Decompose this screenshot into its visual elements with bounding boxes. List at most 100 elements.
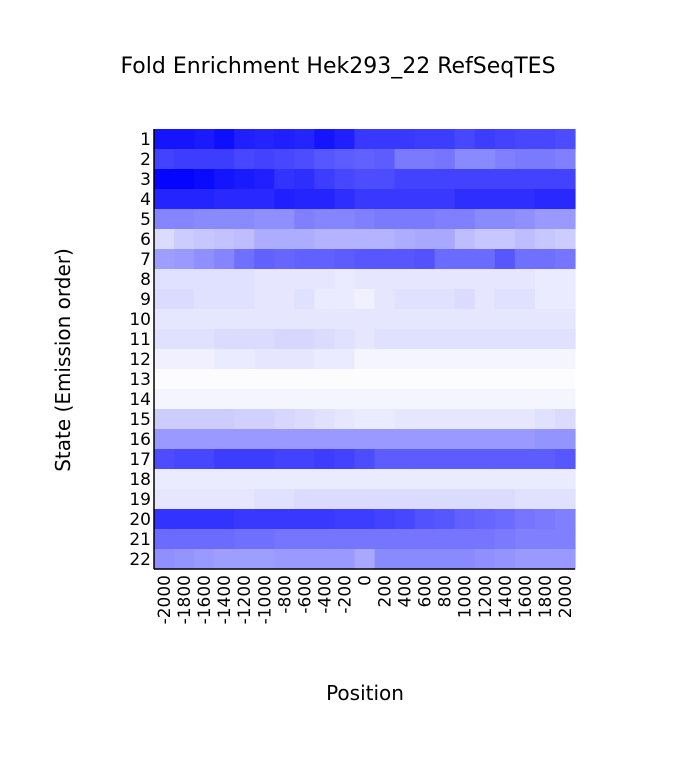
- heatmap-cell: [354, 549, 376, 570]
- heatmap-cell: [414, 429, 436, 450]
- heatmap-cell: [174, 309, 195, 330]
- heatmap-cell: [234, 469, 255, 490]
- heatmap-cell: [354, 269, 376, 290]
- heatmap-cell: [154, 449, 175, 470]
- heatmap-cell: [314, 129, 336, 150]
- heatmap-cell: [514, 209, 536, 230]
- heatmap-cell: [334, 229, 356, 250]
- heatmap-cell: [354, 529, 376, 550]
- heatmap-cell: [254, 289, 275, 310]
- heatmap-cell: [454, 329, 476, 350]
- heatmap-cell: [474, 349, 496, 370]
- heatmap-cell: [554, 389, 576, 410]
- heatmap-cell: [554, 229, 576, 250]
- heatmap-cell: [514, 129, 536, 150]
- heatmap-cell: [514, 309, 536, 330]
- heatmap-cell: [274, 409, 295, 430]
- heatmap-cell: [234, 249, 255, 270]
- heatmap-cell: [254, 249, 275, 270]
- heatmap-cell: [274, 269, 295, 290]
- heatmap-cell: [234, 209, 255, 230]
- x-tick-label: 1200: [476, 575, 496, 618]
- heatmap-cell: [374, 529, 396, 550]
- heatmap-cell: [514, 349, 536, 370]
- heatmap-cell: [354, 429, 376, 450]
- heatmap-cell: [274, 529, 295, 550]
- heatmap-cell: [234, 449, 255, 470]
- heatmap-cell: [354, 189, 376, 210]
- heatmap-cell: [494, 369, 516, 390]
- y-tick-label: 3: [140, 170, 151, 190]
- heatmap-cell: [214, 309, 235, 330]
- heatmap-cell: [154, 149, 175, 170]
- heatmap-cell: [194, 489, 215, 510]
- x-tick-label: -2000: [155, 575, 175, 624]
- heatmap-cell: [314, 349, 336, 370]
- heatmap-cell: [454, 149, 476, 170]
- x-tick-label: 600: [416, 575, 436, 607]
- heatmap-cell: [254, 369, 275, 390]
- heatmap-cell: [414, 149, 436, 170]
- heatmap-cell: [534, 189, 556, 210]
- heatmap-cell: [254, 329, 275, 350]
- heatmap-cell: [534, 429, 556, 450]
- heatmap-cell: [314, 329, 336, 350]
- heatmap-cell: [534, 229, 556, 250]
- heatmap-cell: [234, 169, 255, 190]
- heatmap-cell: [274, 229, 295, 250]
- heatmap-cell: [354, 249, 376, 270]
- y-tick-label: 9: [140, 290, 151, 310]
- heatmap-cell: [554, 149, 576, 170]
- heatmap-cell: [514, 289, 536, 310]
- heatmap-cell: [434, 169, 456, 190]
- heatmap-cell: [314, 469, 336, 490]
- heatmap-cell: [514, 189, 536, 210]
- heatmap-cell: [494, 409, 516, 430]
- heatmap-cell: [194, 469, 215, 490]
- heatmap-cell: [314, 149, 336, 170]
- heatmap-cell: [554, 129, 576, 150]
- heatmap-cell: [174, 389, 195, 410]
- heatmap-cell: [314, 289, 336, 310]
- heatmap-cell: [394, 289, 416, 310]
- heatmap-cell: [154, 309, 175, 330]
- heatmap-cell: [154, 429, 175, 450]
- heatmap-cell: [414, 549, 436, 570]
- y-tick-label: 1: [140, 130, 151, 150]
- heatmap-cell: [254, 229, 275, 250]
- heatmap-cell: [414, 449, 436, 470]
- heatmap-cell: [474, 529, 496, 550]
- x-tick-label: -1800: [175, 575, 195, 624]
- heatmap-cell: [254, 549, 275, 570]
- heatmap-cell: [354, 469, 376, 490]
- heatmap-cell: [434, 409, 456, 430]
- heatmap-cell: [554, 169, 576, 190]
- heatmap-cell: [274, 149, 295, 170]
- heatmap-cell: [374, 429, 396, 450]
- y-tick-label: 10: [129, 310, 151, 330]
- heatmap-cell: [274, 369, 295, 390]
- heatmap-cell: [434, 189, 456, 210]
- heatmap-cell: [194, 529, 215, 550]
- heatmap-cell: [274, 289, 295, 310]
- heatmap-cell: [534, 329, 556, 350]
- heatmap-cell: [174, 189, 195, 210]
- heatmap-cell: [254, 129, 275, 150]
- heatmap-cell: [534, 309, 556, 330]
- heatmap-cell: [274, 209, 295, 230]
- heatmap-cell: [214, 549, 235, 570]
- heatmap-cell: [194, 189, 215, 210]
- heatmap-cell: [554, 449, 576, 470]
- heatmap-cell: [434, 209, 456, 230]
- heatmap-cell: [414, 529, 436, 550]
- heatmap-cell: [394, 409, 416, 430]
- heatmap-cell: [214, 449, 235, 470]
- heatmap-cell: [294, 509, 315, 530]
- heatmap-cell: [334, 529, 356, 550]
- heatmap-cell: [554, 249, 576, 270]
- heatmap-cell: [374, 229, 396, 250]
- heatmap-cell: [414, 389, 436, 410]
- x-tick-label: -1000: [255, 575, 275, 624]
- heatmap-cell: [174, 169, 195, 190]
- heatmap-cell: [494, 249, 516, 270]
